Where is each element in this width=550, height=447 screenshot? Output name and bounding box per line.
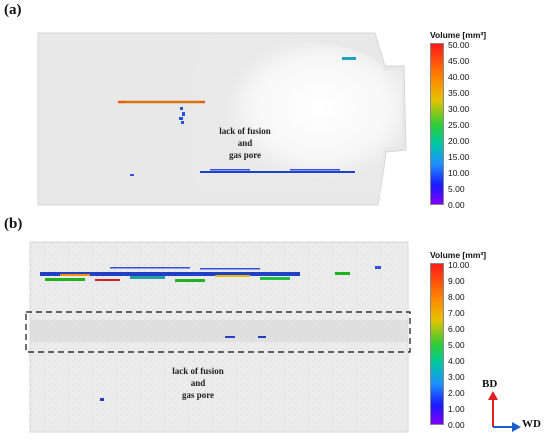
legend-b-tick: 2.00 xyxy=(448,388,465,398)
annotation-a-line1: lack of fusion xyxy=(219,126,271,136)
specimen-b xyxy=(25,241,411,433)
legend-b-tick: 8.00 xyxy=(448,292,465,302)
legend-a: Volume [mm³] 50.00 45.00 40.00 35.00 30.00 25… xyxy=(430,30,540,220)
defect-cluster-vertical xyxy=(179,107,185,124)
annotation-b-line2: and xyxy=(190,378,206,388)
legend-a-colorbar xyxy=(430,43,444,205)
axis-label-bd: BD xyxy=(482,378,498,390)
annotation-a: lack of fusion and gas pore xyxy=(205,125,285,161)
legend-a-tick: 20.00 xyxy=(448,136,470,146)
legend-b-tick: 3.00 xyxy=(448,372,465,382)
legend-a-tick: 35.00 xyxy=(448,88,470,98)
dashed-highlight-box xyxy=(25,311,411,353)
legend-b-tick: 7.00 xyxy=(448,308,465,318)
annotation-b-line3: gas pore xyxy=(181,390,215,400)
legend-a-title: Volume [mm³] xyxy=(430,30,487,40)
legend-a-tick: 15.00 xyxy=(448,152,470,162)
legend-b-colorbar xyxy=(430,263,444,425)
legend-b-tick: 5.00 xyxy=(448,340,465,350)
annotation-b-line1: lack of fusion xyxy=(172,366,224,376)
legend-b-tick: 6.00 xyxy=(448,324,465,334)
build-weld-direction-axes xyxy=(488,391,521,432)
defect-line-bottom xyxy=(200,169,355,173)
legend-a-tick: 40.00 xyxy=(448,72,470,82)
annotation-b: lack of fusion and gas pore xyxy=(158,365,238,401)
legend-a-tick: 0.00 xyxy=(448,200,465,210)
legend-b-tick: 9.00 xyxy=(448,276,465,286)
panel-a-label: (a) xyxy=(4,2,22,18)
legend-a-tick: 50.00 xyxy=(448,40,470,50)
legend-a-tick: 30.00 xyxy=(448,104,470,114)
legend-b-title: Volume [mm³] xyxy=(430,250,487,260)
panel-b-label: (b) xyxy=(4,216,23,232)
defect-small-top xyxy=(342,57,356,60)
specimen-a xyxy=(37,32,407,206)
axis-label-wd: WD xyxy=(522,418,541,430)
legend-a-tick: 45.00 xyxy=(448,56,470,66)
annotation-a-line2: and xyxy=(237,138,253,148)
legend-a-tick: 10.00 xyxy=(448,168,470,178)
legend-b: Volume [mm³] 10.00 9.00 8.00 7.00 6.00 5.00 4.… xyxy=(430,250,540,440)
legend-b-tick: 0.00 xyxy=(448,420,465,430)
annotation-a-line3: gas pore xyxy=(228,150,262,160)
legend-b-tick: 10.00 xyxy=(448,260,470,270)
legend-b-tick: 1.00 xyxy=(448,404,465,414)
defect-band-b xyxy=(40,266,381,401)
legend-b-tick: 4.00 xyxy=(448,356,465,366)
legend-a-tick: 5.00 xyxy=(448,184,465,194)
legend-a-tick: 25.00 xyxy=(448,120,470,130)
